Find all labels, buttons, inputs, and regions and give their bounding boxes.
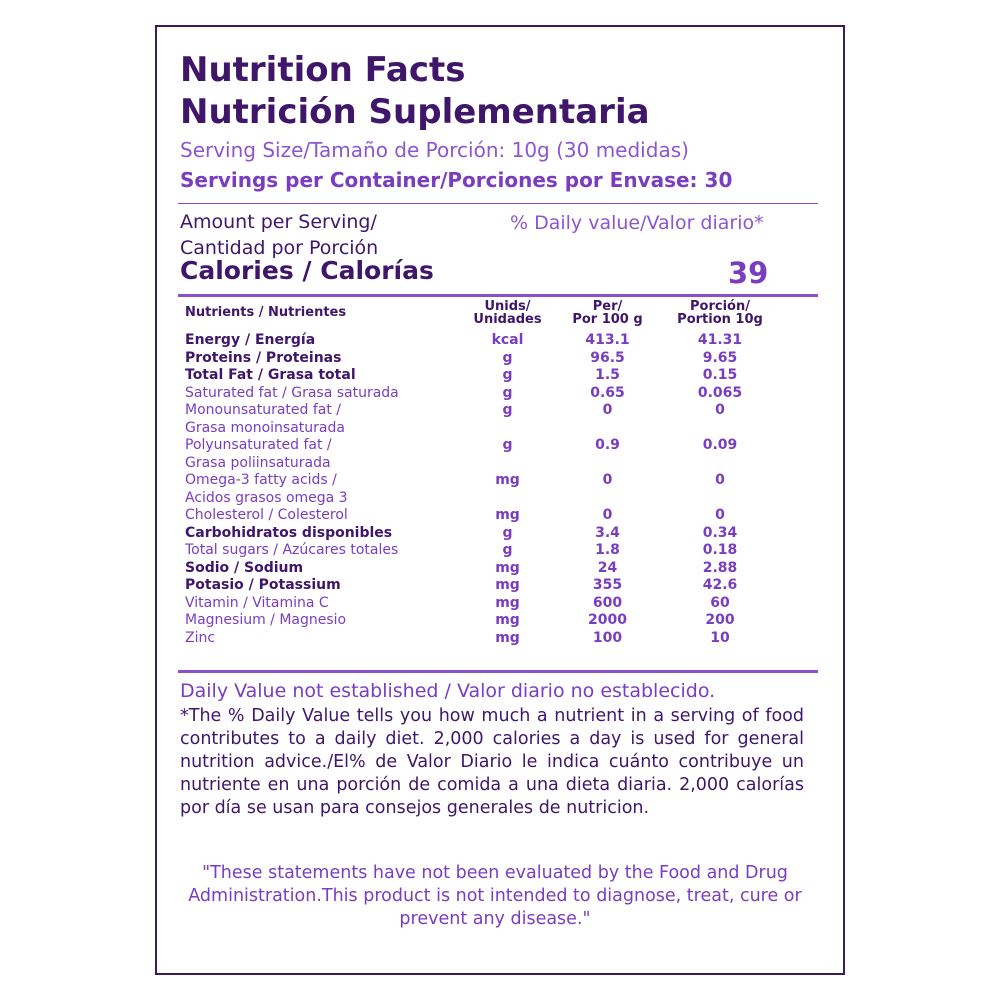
table-row: Proteins / Proteinas g 96.5 9.65 — [185, 350, 805, 368]
header-cell: Per/ Por 100 g — [572, 299, 643, 327]
table-cell: 0.09 — [702, 437, 738, 453]
table-row: Vitamin / Vitamina C mg 600 60 — [185, 595, 805, 613]
table-cell: g — [502, 349, 513, 366]
table-row: Sodio / Sodium mg 24 2.88 — [185, 560, 805, 578]
table-cell: 600 — [592, 594, 623, 611]
table-cell: Omega-3 fatty acids / Acidos grasos omeg… — [185, 472, 348, 506]
table-cell: g — [502, 524, 513, 541]
table-cell: 0.15 — [702, 367, 738, 383]
table-body: Energy / Energía kcal 413.1 41.31 Proteins /… — [185, 332, 805, 647]
table-cell: 0 — [715, 472, 725, 488]
table-cell: mg — [495, 612, 520, 628]
table-row: Cholesterol / Colesterol mg 0 0 — [185, 507, 805, 525]
table-cell: 0.065 — [697, 384, 743, 401]
table-cell: 10 — [710, 629, 730, 646]
table-cell: g — [502, 367, 513, 383]
nutrient-table: Nutrients / Nutrientes Unids/ Unidades Per… — [185, 300, 805, 647]
table-cell: 41.31 — [697, 332, 743, 348]
table-cell: Cholesterol / Colesterol — [185, 507, 348, 523]
table-cell: 0.34 — [702, 524, 738, 541]
table-header: Nutrients / Nutrientes Unids/ Unidades Per… — [185, 300, 805, 332]
table-cell: 42.6 — [702, 577, 738, 593]
not-established: Daily Value not established / Valor diar… — [180, 680, 716, 702]
table-row: Omega-3 fatty acids / Acidos grasos omeg… — [185, 472, 805, 507]
table-cell: 1.8 — [595, 542, 620, 558]
table-cell: mg — [495, 507, 520, 523]
table-cell: Vitamin / Vitamina C — [185, 594, 329, 611]
table-cell: mg — [495, 629, 520, 646]
table-row: Potasio / Potassium mg 355 42.6 — [185, 577, 805, 595]
table-cell: mg — [495, 577, 520, 593]
table-cell: Saturated fat / Grasa saturada — [185, 384, 399, 401]
table-cell: Zinc — [185, 629, 216, 646]
table-cell: 9.65 — [702, 349, 738, 366]
table-cell: Carbohidratos disponibles — [185, 524, 393, 541]
table-cell: Proteins / Proteinas — [185, 349, 342, 366]
table-row: Carbohidratos disponibles g 3.4 0.34 — [185, 525, 805, 543]
table-row: Polyunsaturated fat / Grasa poliinsatura… — [185, 437, 805, 472]
title: Nutrition Facts — [180, 50, 466, 90]
table-row: Energy / Energía kcal 413.1 41.31 — [185, 332, 805, 350]
rule — [178, 203, 818, 204]
table-cell: mg — [495, 594, 520, 611]
table-cell: 413.1 — [585, 332, 630, 348]
table-row: Total sugars / Azúcares totales g 1.8 0.18 — [185, 542, 805, 560]
table-cell: 0 — [602, 472, 613, 488]
table-row: Total Fat / Grasa total g 1.5 0.15 — [185, 367, 805, 385]
table-cell: 200 — [705, 612, 735, 628]
daily-value: % Daily value/Valor diario* — [510, 212, 764, 234]
calories-value: 39 — [728, 256, 769, 290]
table-cell: Magnesium / Magnesio — [185, 612, 347, 628]
table-row: Saturated fat / Grasa saturada g 0.65 0.065 — [185, 385, 805, 403]
table-cell: g — [502, 542, 513, 558]
table-cell: 60 — [710, 594, 730, 611]
header-cell: Unids/ Unidades — [473, 299, 542, 327]
table-cell: 0.9 — [595, 437, 620, 453]
table-cell: 24 — [597, 559, 618, 576]
table-cell: Polyunsaturated fat / Grasa poliinsatura… — [185, 437, 332, 471]
table-cell: 1.5 — [595, 367, 620, 383]
serving-size: Serving Size/Tamaño de Porción: 10g (30 … — [180, 138, 689, 162]
table-cell: 0 — [602, 507, 613, 523]
table-cell: 0 — [602, 402, 613, 418]
table-cell: 0 — [715, 507, 725, 523]
table-cell: 100 — [592, 629, 623, 646]
table-cell: 0.65 — [590, 384, 625, 401]
table-cell: 2.88 — [702, 559, 738, 576]
table-cell: mg — [495, 472, 520, 488]
table-row: Magnesium / Magnesio mg 2000 200 — [185, 612, 805, 630]
table-cell: kcal — [491, 332, 524, 348]
table-cell: 3.4 — [595, 524, 620, 541]
table-cell: 0 — [715, 402, 725, 418]
table-cell: 0.18 — [702, 542, 738, 558]
table-cell: Monounsaturated fat / Grasa monoinsatura… — [185, 402, 345, 436]
table-cell: 2000 — [588, 612, 627, 628]
table-cell: 96.5 — [590, 349, 625, 366]
table-row: Monounsaturated fat / Grasa monoinsatura… — [185, 402, 805, 437]
rule — [178, 294, 818, 297]
disclaimer: "These statements have not been evaluate… — [188, 863, 802, 929]
table-cell: g — [502, 402, 513, 418]
rule — [178, 670, 818, 673]
label-border — [155, 25, 845, 975]
header-cell: Nutrients / Nutrientes — [185, 305, 347, 320]
table-row: Zinc mg 100 10 — [185, 630, 805, 648]
subtitle: Nutrición Suplementaria — [180, 92, 650, 132]
table-cell: g — [502, 384, 513, 401]
servings: Servings per Container/Porciones por Env… — [180, 168, 733, 192]
table-cell: Total sugars / Azúcares totales — [185, 542, 399, 558]
table-cell: 355 — [592, 577, 623, 593]
table-cell: g — [502, 437, 513, 453]
table-cell: Energy / Energía — [185, 332, 316, 348]
footnote: *The % Daily Value tells you how much a … — [180, 706, 804, 818]
table-cell: Total Fat / Grasa total — [185, 367, 356, 383]
calories-label: Calories / Calorías — [180, 256, 434, 285]
header-cell: Porción/ Portion 10g — [677, 299, 763, 327]
amount-label: Amount per Serving/ Cantidad por Porción — [180, 211, 379, 259]
table-cell: Potasio / Potassium — [185, 577, 341, 593]
table-cell: mg — [495, 559, 520, 576]
table-cell: Sodio / Sodium — [185, 559, 304, 576]
